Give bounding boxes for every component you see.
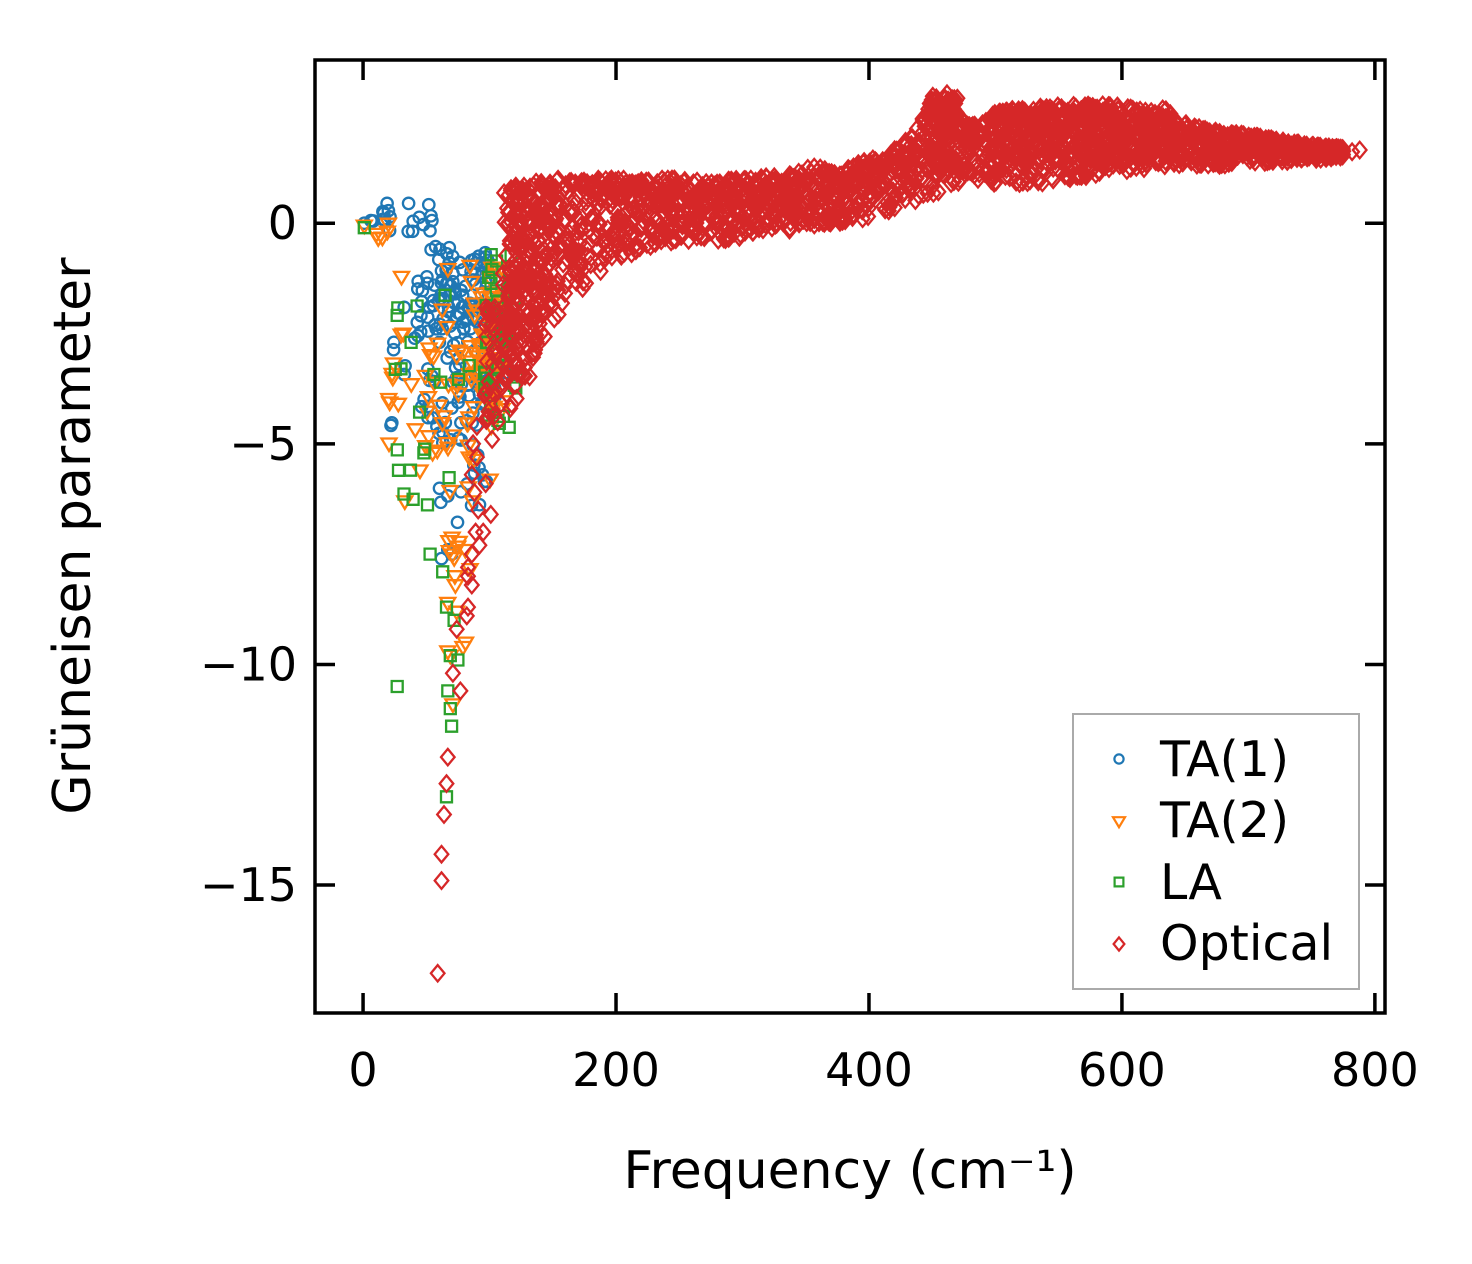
legend-item-TA(1): TA(1) [1074, 728, 1358, 790]
legend-item-TA(2): TA(2) [1074, 790, 1358, 852]
y-tick-label: 0 [268, 196, 297, 250]
legend-item-Optical: Optical [1074, 913, 1358, 975]
y-axis-label: Grüneisen parameter [43, 257, 103, 815]
plot-frame [313, 58, 1387, 1015]
legend-label: TA(2) [1160, 792, 1290, 849]
legend-marker-square-icon [1113, 876, 1125, 888]
legend-marker-triangle-down-icon [1111, 815, 1127, 829]
legend-marker-circle-icon [1113, 753, 1125, 765]
data-layer [354, 83, 1368, 984]
x-tick-label: 400 [825, 1043, 913, 1097]
legend-label: Optical [1160, 915, 1334, 972]
series-TA(2) [354, 217, 515, 715]
series-Optical [429, 83, 1368, 984]
y-tick-label: −5 [229, 417, 297, 471]
y-tick-label: −15 [200, 858, 297, 912]
legend-marker-diamond-icon [1112, 935, 1126, 952]
x-tick-label: 200 [572, 1043, 660, 1097]
x-axis-label: Frequency (cm⁻¹) [623, 1141, 1076, 1201]
x-tick-label: 600 [1078, 1043, 1166, 1097]
legend-label: TA(1) [1160, 730, 1290, 788]
x-tick-label: 0 [348, 1043, 377, 1097]
legend-label: LA [1160, 853, 1222, 911]
y-tick-label: −10 [200, 637, 297, 691]
x-tick-label: 800 [1331, 1043, 1419, 1097]
axes-layer: 0 200 400 600 800 0 −5 −10 −15 [200, 58, 1419, 1097]
legend: TA(1) TA(2) LA Optical [1072, 713, 1360, 990]
legend-item-LA: LA [1074, 851, 1358, 913]
